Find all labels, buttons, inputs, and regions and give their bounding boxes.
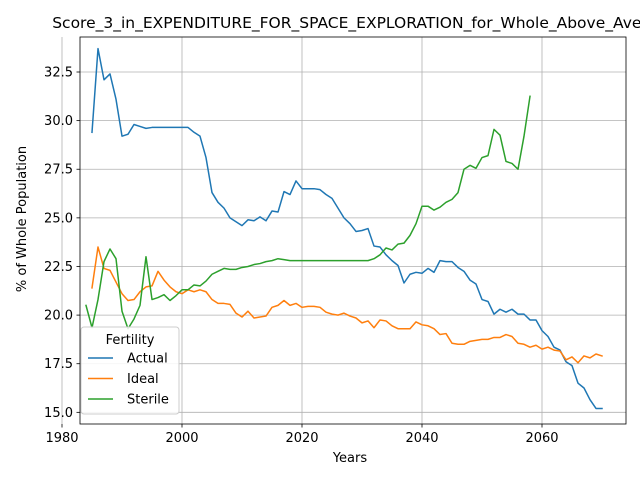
- y-tick-label: 22.5: [44, 260, 73, 275]
- y-tick-label: 17.5: [44, 357, 73, 372]
- x-tick-label: 2000: [165, 431, 198, 446]
- x-axis-label: Years: [332, 451, 368, 466]
- y-axis-label: % of Whole Population: [15, 146, 30, 292]
- legend: Fertility Actual Ideal Sterile: [81, 327, 179, 414]
- x-tick-label: 1980: [45, 431, 78, 446]
- legend-title: Fertility: [106, 333, 155, 348]
- legend-label-actual: Actual: [127, 352, 168, 367]
- y-tick-label: 27.5: [44, 163, 73, 178]
- legend-label-sterile: Sterile: [127, 393, 169, 408]
- y-tick-label: 32.5: [44, 66, 73, 81]
- x-tick-label: 2020: [285, 431, 318, 446]
- y-tick-label: 15.0: [44, 406, 73, 421]
- y-tick-label: 30.0: [44, 114, 73, 129]
- legend-label-ideal: Ideal: [127, 372, 159, 387]
- x-tick-label: 2040: [405, 431, 438, 446]
- y-tick-label: 25.0: [44, 211, 73, 226]
- chart-title: Score_3_in_EXPENDITURE_FOR_SPACE_EXPLORA…: [52, 14, 640, 33]
- x-tick-label: 2060: [525, 431, 558, 446]
- y-tick-label: 20.0: [44, 309, 73, 324]
